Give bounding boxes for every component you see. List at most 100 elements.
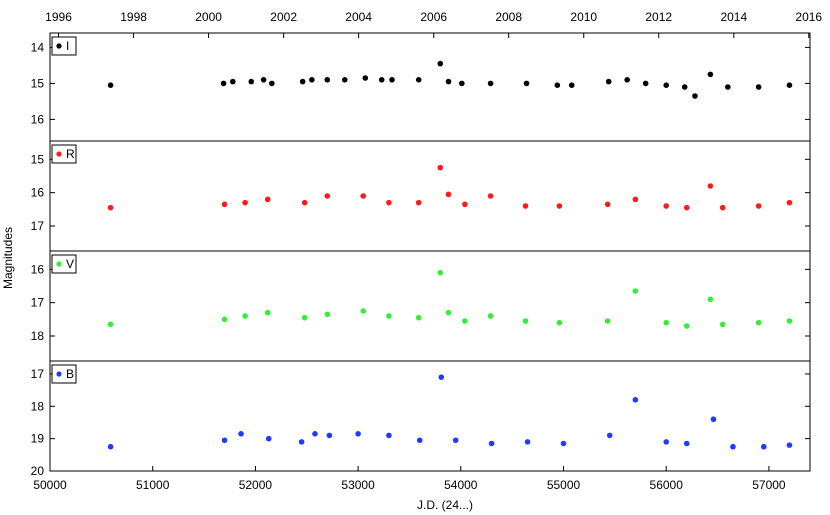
- data-point-V: [663, 319, 670, 326]
- data-point-R: [437, 164, 444, 171]
- top-year-axis: 1996 1998 2000 2002 2004 2006 2008 2010 2012 2014…: [45, 10, 822, 38]
- top-tick-label: 2006: [420, 10, 447, 24]
- data-point-I: [663, 82, 670, 88]
- data-point-V: [786, 318, 793, 324]
- data-point-I: [523, 80, 530, 87]
- data-point-V: [264, 309, 271, 316]
- data-point-R: [683, 204, 690, 211]
- data-point-I: [568, 82, 575, 88]
- bottom-tick-label: 54000: [444, 478, 478, 492]
- legend-label: I: [66, 39, 69, 53]
- legend-marker: [56, 261, 62, 267]
- data-point-R: [242, 199, 248, 206]
- data-point-R: [707, 183, 714, 189]
- data-point-R: [663, 203, 670, 209]
- data-point-I: [554, 82, 561, 88]
- data-point-R: [415, 199, 422, 206]
- top-tick-label: 2002: [270, 10, 297, 24]
- data-point-B: [730, 443, 736, 450]
- data-point-B: [452, 437, 459, 444]
- data-point-V: [221, 316, 228, 323]
- data-point-I: [309, 77, 315, 83]
- panel-V: 16 17 18 V: [31, 250, 811, 362]
- panel-frame: [49, 32, 811, 142]
- data-point-I: [459, 80, 465, 87]
- data-point-B: [560, 440, 567, 447]
- data-point-I: [299, 78, 306, 85]
- data-point-R: [360, 193, 367, 199]
- data-point-V: [604, 318, 611, 324]
- top-tick-label: 2016: [795, 10, 822, 24]
- data-point-R: [719, 204, 726, 211]
- y-axis-title: Magnitudes: [1, 227, 15, 289]
- legend-box: [51, 144, 77, 164]
- data-point-R: [107, 204, 114, 211]
- top-tick-label: 2000: [195, 10, 222, 24]
- data-point-V: [360, 308, 367, 314]
- data-point-I: [107, 82, 114, 88]
- y-tick-label: 15: [31, 76, 45, 90]
- legend-B: B: [51, 364, 77, 384]
- data-point-I: [220, 80, 227, 87]
- panel-frame: [49, 250, 811, 362]
- data-point-V: [301, 314, 308, 321]
- data-point-B: [298, 439, 305, 445]
- data-point-V: [445, 309, 452, 316]
- data-point-B: [107, 443, 114, 450]
- legend-label: B: [66, 367, 74, 381]
- data-point-V: [707, 296, 714, 303]
- data-point-I: [707, 71, 714, 78]
- data-point-V: [437, 269, 444, 276]
- bottom-tick-label: 53000: [341, 478, 375, 492]
- top-tick-label: 2010: [570, 10, 597, 24]
- y-tick-label: 17: [31, 296, 45, 310]
- y-tick-label: 17: [31, 367, 45, 381]
- panel-B: 17 18 19 20 B: [31, 360, 811, 478]
- y-tick-label: 14: [31, 40, 45, 54]
- data-point-I: [487, 80, 494, 87]
- data-point-I: [324, 77, 331, 83]
- data-point-B: [386, 432, 392, 439]
- data-point-B: [663, 439, 670, 445]
- data-point-I: [642, 80, 649, 87]
- data-point-R: [522, 203, 529, 209]
- legend-label: V: [66, 257, 74, 271]
- data-point-B: [683, 440, 690, 447]
- data-point-V: [683, 323, 690, 329]
- data-point-R: [632, 196, 639, 203]
- data-point-I: [389, 77, 395, 83]
- data-point-I: [341, 77, 348, 83]
- bottom-tick-label: 56000: [650, 478, 684, 492]
- legend-box: [51, 364, 77, 384]
- data-point-B: [488, 440, 495, 447]
- data-point-V: [632, 288, 639, 294]
- panel-R: 15 16 17 R: [31, 140, 811, 252]
- legend-I: I: [51, 36, 77, 56]
- data-point-B: [438, 374, 445, 380]
- data-point-I: [755, 84, 762, 90]
- data-point-R: [301, 199, 308, 206]
- data-point-R: [604, 201, 611, 208]
- data-point-V: [386, 313, 392, 319]
- bottom-jd-axis: 50000 51000 52000 53000 54000 55000 56000 57000: [33, 466, 786, 492]
- data-point-R: [445, 191, 452, 198]
- data-point-I: [415, 77, 422, 83]
- data-point-I: [692, 93, 698, 99]
- data-point-I: [230, 78, 236, 85]
- data-point-B: [238, 430, 244, 437]
- data-point-I: [445, 78, 452, 85]
- top-tick-label: 2012: [645, 10, 672, 24]
- top-tick-label: 2008: [495, 10, 522, 24]
- data-point-I: [624, 77, 630, 83]
- data-point-I: [248, 78, 255, 85]
- legend-box: [51, 36, 77, 56]
- data-point-V: [487, 313, 494, 319]
- panel-frame: [49, 140, 811, 252]
- bottom-tick-label: 51000: [136, 478, 170, 492]
- data-point-V: [522, 318, 529, 324]
- data-point-V: [242, 313, 248, 319]
- data-point-R: [221, 201, 228, 208]
- data-point-B: [355, 430, 361, 437]
- top-tick-label: 1996: [45, 10, 72, 24]
